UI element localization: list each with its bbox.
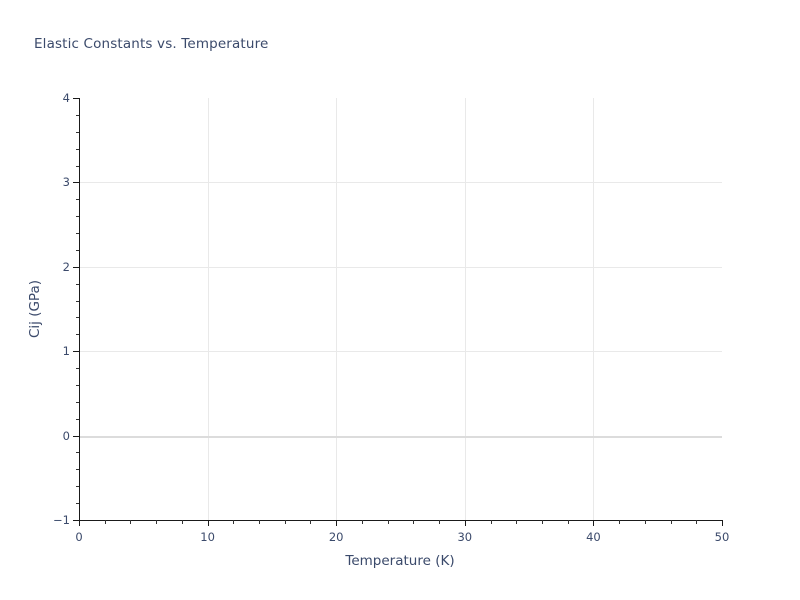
x-tick-label: 10 [200, 530, 215, 544]
plot-area[interactable] [79, 98, 722, 520]
x-tick-minor [619, 520, 621, 524]
y-tick-major [73, 520, 79, 522]
y-tick-minor [75, 149, 79, 151]
y-axis-spine [79, 98, 81, 521]
y-tick-label: −1 [53, 513, 70, 527]
y-tick-major [73, 182, 79, 184]
y-tick-minor [75, 486, 79, 488]
x-tick-major [722, 520, 724, 526]
y-tick-minor [75, 469, 79, 471]
gridline-horizontal [79, 351, 722, 352]
gridline-vertical [208, 98, 209, 520]
y-tick-minor [75, 199, 79, 201]
y-tick-minor [75, 385, 79, 387]
y-tick-minor [75, 301, 79, 303]
x-tick-label: 0 [75, 530, 83, 544]
x-tick-minor [285, 520, 287, 524]
y-axis-label: Cij (GPa) [27, 279, 44, 339]
x-tick-label: 30 [457, 530, 473, 544]
y-tick-major [73, 98, 79, 100]
x-tick-minor [156, 520, 158, 524]
x-tick-minor [310, 520, 312, 524]
chart-title: Elastic Constants vs. Temperature [34, 36, 269, 52]
x-tick-minor [542, 520, 544, 524]
x-tick-minor [568, 520, 570, 524]
y-tick-label: 1 [62, 344, 70, 359]
x-axis-label-text: Temperature (K) [345, 553, 455, 569]
x-tick-minor [362, 520, 364, 524]
y-tick-minor [75, 503, 79, 505]
gridline-horizontal [79, 182, 722, 183]
gridline-vertical [336, 98, 337, 520]
x-tick-minor [105, 520, 107, 524]
x-axis-spine [79, 520, 723, 522]
y-tick-minor [75, 317, 79, 319]
y-tick-minor [75, 233, 79, 235]
x-tick-minor [413, 520, 415, 524]
y-tick-minor [75, 402, 79, 404]
x-tick-minor [259, 520, 261, 524]
x-tick-label: 40 [586, 530, 601, 544]
x-tick-major [336, 520, 338, 526]
y-tick-minor [75, 216, 79, 218]
y-tick-minor [75, 115, 79, 117]
x-tick-minor [645, 520, 647, 524]
x-tick-minor [671, 520, 673, 524]
y-tick-minor [75, 368, 79, 370]
x-tick-label: 50 [714, 530, 730, 544]
gridline-vertical [593, 98, 594, 520]
y-tick-label: 0 [62, 428, 70, 443]
y-tick-minor [75, 284, 79, 286]
y-tick-label: 2 [62, 259, 70, 274]
x-tick-minor [516, 520, 518, 524]
y-tick-minor [75, 334, 79, 336]
x-tick-major [593, 520, 595, 526]
y-tick-label: 3 [62, 175, 70, 190]
y-tick-major [73, 436, 79, 438]
x-tick-major [208, 520, 210, 526]
x-tick-major [79, 520, 81, 526]
x-tick-minor [182, 520, 184, 524]
y-tick-minor [75, 166, 79, 168]
plot-background [79, 98, 722, 520]
y-tick-minor [75, 132, 79, 134]
x-tick-label: 20 [328, 530, 344, 544]
gridline-horizontal [79, 267, 722, 268]
x-axis-label: Temperature (K) [0, 553, 800, 569]
x-tick-minor [388, 520, 390, 524]
gridline-vertical [465, 98, 466, 520]
x-tick-major [465, 520, 467, 526]
y-tick-label: 4 [62, 91, 70, 105]
x-tick-minor [439, 520, 441, 524]
y-tick-major [73, 351, 79, 353]
x-tick-minor [233, 520, 235, 524]
x-tick-minor [130, 520, 132, 524]
y-tick-minor [75, 452, 79, 454]
x-tick-minor [491, 520, 493, 524]
y-tick-minor [75, 250, 79, 252]
gridline-zero [79, 436, 722, 438]
y-tick-minor [75, 419, 79, 421]
y-tick-major [73, 267, 79, 269]
x-tick-minor [696, 520, 698, 524]
